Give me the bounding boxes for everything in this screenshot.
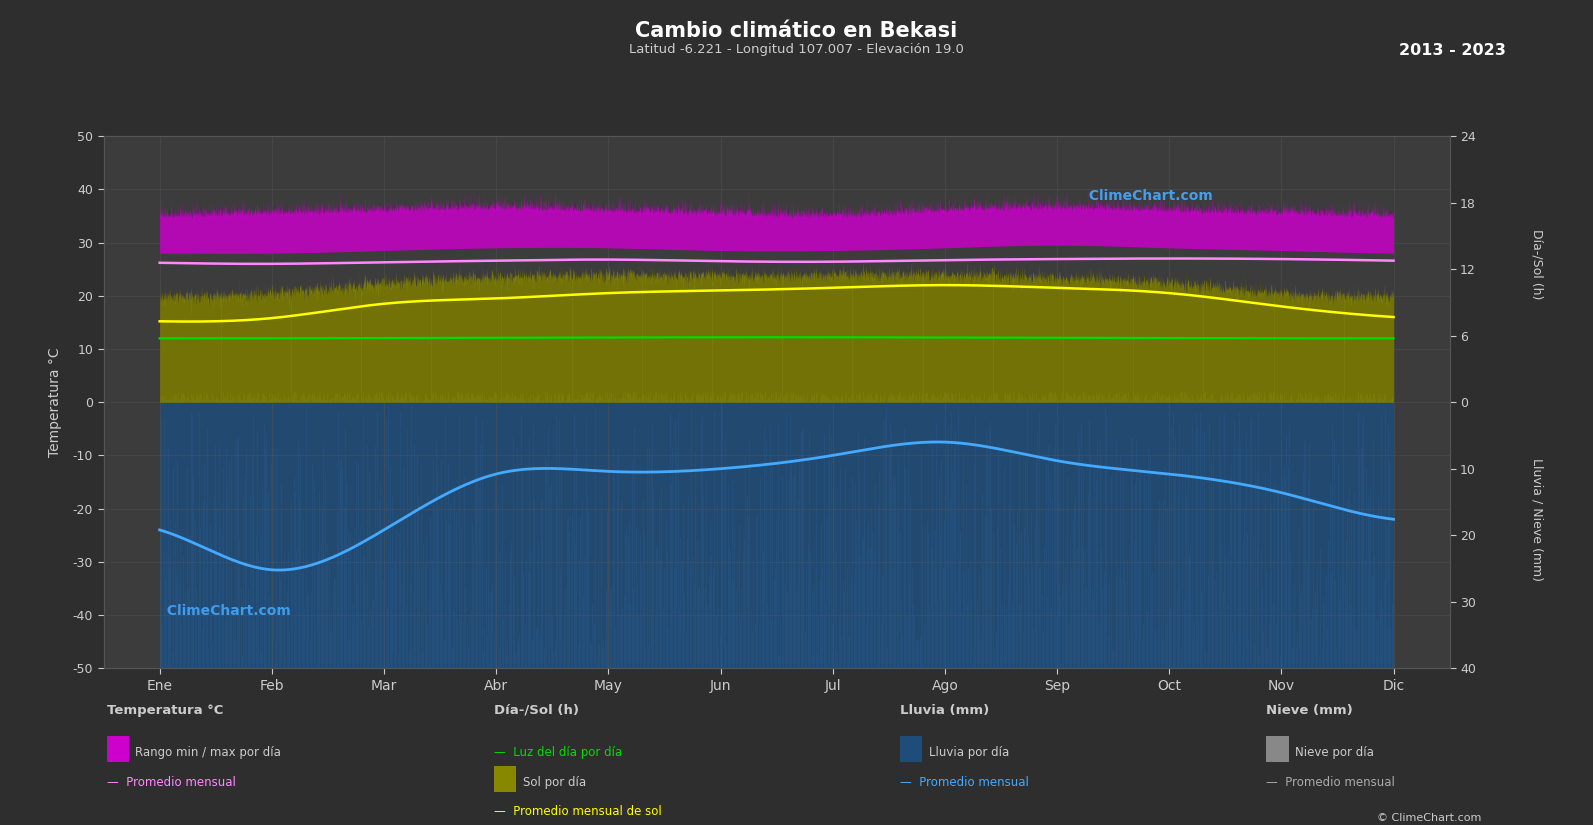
Text: Día-/Sol (h): Día-/Sol (h) <box>494 704 578 717</box>
Text: © ClimeChart.com: © ClimeChart.com <box>1376 813 1481 823</box>
Text: Nieve por día: Nieve por día <box>1295 746 1375 759</box>
Text: —  Promedio mensual: — Promedio mensual <box>1266 776 1395 789</box>
Text: Día-/Sol (h): Día-/Sol (h) <box>1531 229 1544 299</box>
Text: —  Promedio mensual: — Promedio mensual <box>900 776 1029 789</box>
Text: Temperatura °C: Temperatura °C <box>107 704 223 717</box>
Text: Rango min / max por día: Rango min / max por día <box>135 746 282 759</box>
Text: Sol por día: Sol por día <box>523 776 586 789</box>
Text: Lluvia por día: Lluvia por día <box>929 746 1008 759</box>
Text: Nieve (mm): Nieve (mm) <box>1266 704 1352 717</box>
Text: —  Luz del día por día: — Luz del día por día <box>494 746 623 759</box>
Text: Cambio climático en Bekasi: Cambio climático en Bekasi <box>636 21 957 40</box>
Text: —  Promedio mensual de sol: — Promedio mensual de sol <box>494 805 661 818</box>
Text: —  Promedio mensual: — Promedio mensual <box>107 776 236 789</box>
Text: Lluvia (mm): Lluvia (mm) <box>900 704 989 717</box>
Text: Lluvia / Nieve (mm): Lluvia / Nieve (mm) <box>1531 458 1544 582</box>
Text: 2013 - 2023: 2013 - 2023 <box>1399 43 1505 58</box>
Text: ClimeChart.com: ClimeChart.com <box>158 604 292 618</box>
Y-axis label: Temperatura °C: Temperatura °C <box>48 347 62 457</box>
Text: Latitud -6.221 - Longitud 107.007 - Elevación 19.0: Latitud -6.221 - Longitud 107.007 - Elev… <box>629 43 964 56</box>
Text: ClimeChart.com: ClimeChart.com <box>1080 189 1214 203</box>
